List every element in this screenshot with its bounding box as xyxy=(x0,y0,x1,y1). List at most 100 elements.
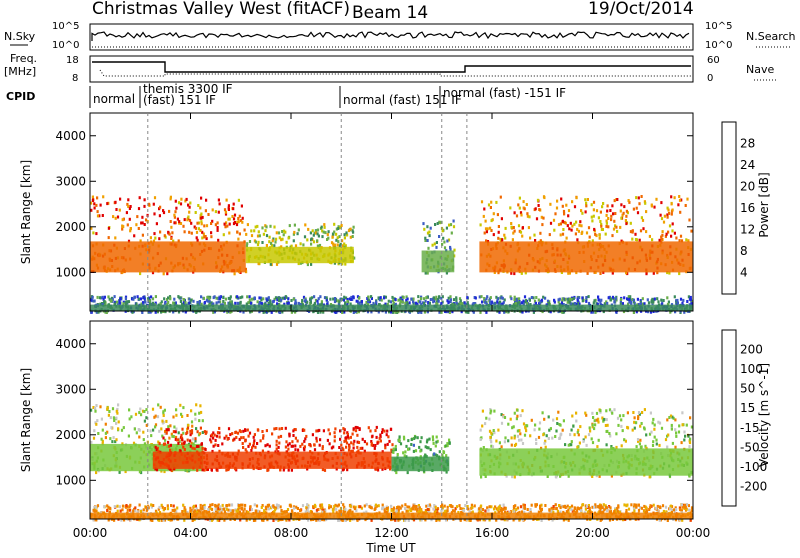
velocity-cell xyxy=(490,440,492,443)
power-cell xyxy=(634,233,636,236)
nsearch-label: N.Search xyxy=(746,30,796,43)
velocity-cell xyxy=(622,414,624,417)
power-cell xyxy=(200,197,202,200)
velocity-cell xyxy=(675,508,677,511)
power-cell xyxy=(352,229,354,232)
power-cell xyxy=(526,212,528,215)
power-cell xyxy=(217,229,219,232)
velocity-cell xyxy=(596,445,598,448)
power-cell xyxy=(175,207,177,210)
power-cell xyxy=(636,238,638,241)
power-cell xyxy=(577,299,579,302)
power-cell xyxy=(486,230,488,233)
velocity-cell xyxy=(433,442,435,445)
velocity-cell xyxy=(186,414,188,417)
power-cell xyxy=(489,227,491,230)
power-cell xyxy=(388,300,390,303)
power-cell xyxy=(261,241,263,244)
power-cell xyxy=(500,196,502,199)
velocity-cell xyxy=(276,443,278,446)
power-cell xyxy=(623,205,625,208)
power-cell xyxy=(648,301,650,304)
velocity-cell xyxy=(609,506,611,509)
power-cell xyxy=(233,222,235,225)
power-cell xyxy=(144,301,146,304)
power-cell xyxy=(580,209,582,212)
power-cell xyxy=(100,204,102,207)
power-cell xyxy=(199,229,201,232)
power-cell xyxy=(237,217,239,220)
power-cell xyxy=(337,227,339,230)
velocity-cell xyxy=(253,436,255,439)
power-cell xyxy=(661,238,663,241)
power-cell xyxy=(140,297,142,300)
power-cell xyxy=(219,297,221,300)
power-cell xyxy=(409,301,411,304)
power-cell xyxy=(310,243,312,246)
velocity-cell xyxy=(166,432,168,435)
velocity-cell xyxy=(432,438,434,441)
power-cell xyxy=(434,242,436,245)
power-cell xyxy=(236,231,238,234)
power-cell xyxy=(599,234,601,237)
power-cell xyxy=(234,214,236,217)
velocity-cell xyxy=(115,438,117,441)
velocity-cell xyxy=(118,420,120,423)
power-cell xyxy=(403,296,405,299)
velocity-cell xyxy=(114,505,116,508)
power-cell xyxy=(518,301,520,304)
velocity-cell xyxy=(254,433,256,436)
power-cell xyxy=(407,298,409,301)
power-cell xyxy=(589,236,591,239)
velocity-cell xyxy=(391,509,393,512)
power-cell xyxy=(249,240,251,243)
power-cell xyxy=(444,246,446,249)
power-cell xyxy=(224,208,226,211)
power-cell xyxy=(480,295,482,298)
velocity-cell xyxy=(405,445,407,448)
power-cell xyxy=(226,225,228,228)
velocity-cell xyxy=(484,509,486,512)
power-cell xyxy=(615,226,617,229)
velocity-cell xyxy=(511,436,513,439)
power-cell xyxy=(189,202,191,205)
velocity-cell xyxy=(256,505,258,508)
velocity-cell xyxy=(187,427,189,430)
power-cell xyxy=(423,302,425,305)
power-cell xyxy=(625,215,627,218)
velocity-cell xyxy=(186,431,188,434)
power-cell xyxy=(233,203,235,206)
power-cell xyxy=(228,208,230,211)
power-cell xyxy=(312,229,314,232)
power-cell xyxy=(559,298,561,301)
velocity-cell xyxy=(342,503,344,506)
power-cell xyxy=(119,209,121,212)
velocity-cell xyxy=(329,442,331,445)
power-cell xyxy=(663,299,665,302)
velocity-cell xyxy=(105,423,107,426)
velocity-cell xyxy=(251,446,253,449)
velocity-cell xyxy=(390,428,392,431)
power-cell xyxy=(114,295,116,298)
velocity-cell xyxy=(249,432,251,435)
velocity-cell xyxy=(339,438,341,441)
power-cell xyxy=(200,295,202,298)
velocity-cell xyxy=(170,504,172,507)
velocity-cell xyxy=(374,447,376,450)
power-cell xyxy=(456,302,458,305)
power-cell xyxy=(134,296,136,299)
velocity-cell xyxy=(202,447,204,450)
power-cell xyxy=(210,235,212,238)
velocity-cell xyxy=(652,421,654,424)
velocity-cell xyxy=(597,505,599,508)
power-cell xyxy=(370,295,372,298)
power-cell xyxy=(345,231,347,234)
velocity-cell xyxy=(190,409,192,412)
velocity-cell xyxy=(179,404,181,407)
power-cell xyxy=(245,233,247,236)
velocity-cell xyxy=(535,438,537,441)
power-cell xyxy=(656,297,658,300)
velocity-cell xyxy=(279,427,281,430)
power-ylabel: Slant Range [km] xyxy=(19,160,33,264)
power-cell xyxy=(169,297,171,300)
